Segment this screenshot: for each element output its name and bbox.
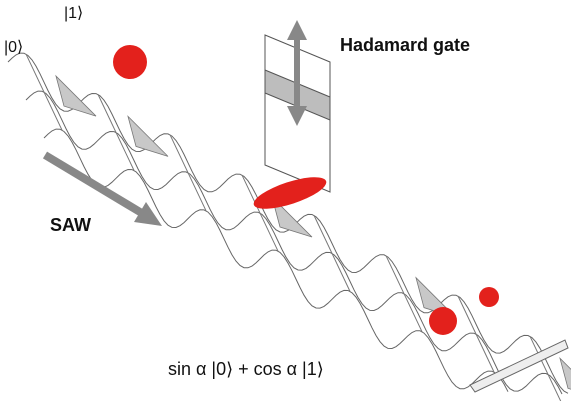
saw-arrow	[45, 155, 145, 215]
electron	[429, 307, 457, 335]
ridge-line	[98, 94, 134, 170]
saw-label: SAW	[50, 215, 91, 235]
arrow-head	[287, 20, 307, 40]
substrate-edge	[470, 340, 568, 392]
electron	[479, 287, 499, 307]
ridge-line	[242, 175, 278, 251]
ridge-line	[386, 256, 422, 332]
ridge-line	[314, 215, 350, 291]
state-label: sin α |0⟩ + cos α |1⟩	[168, 359, 324, 379]
ket-1-label: |1⟩	[64, 5, 83, 22]
ket-0-label: |0⟩	[4, 39, 23, 56]
diagram: |0⟩ |1⟩ Hadamard gate SAW sin α |0⟩ + co…	[0, 0, 571, 401]
gate-label: Hadamard gate	[340, 35, 470, 55]
electron	[113, 45, 147, 79]
electron-superposition	[250, 171, 329, 215]
ridge-line	[170, 135, 206, 211]
ridge-line	[26, 54, 62, 130]
ridge-line	[458, 296, 494, 372]
